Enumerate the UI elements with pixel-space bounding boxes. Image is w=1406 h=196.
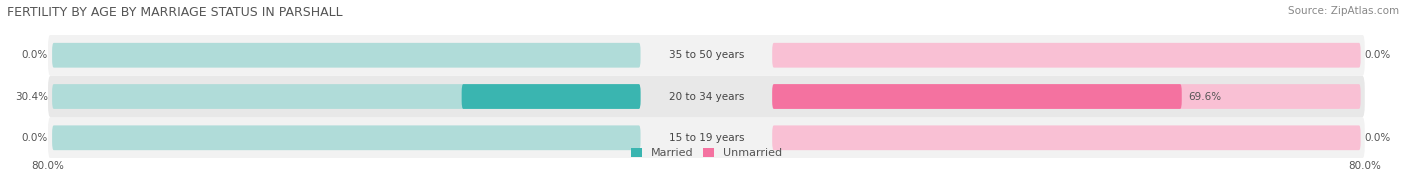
Text: FERTILITY BY AGE BY MARRIAGE STATUS IN PARSHALL: FERTILITY BY AGE BY MARRIAGE STATUS IN P… bbox=[7, 6, 343, 19]
FancyBboxPatch shape bbox=[52, 84, 641, 109]
Text: 0.0%: 0.0% bbox=[1365, 50, 1391, 60]
Text: Source: ZipAtlas.com: Source: ZipAtlas.com bbox=[1288, 6, 1399, 16]
FancyBboxPatch shape bbox=[52, 125, 641, 150]
Text: 0.0%: 0.0% bbox=[21, 50, 48, 60]
FancyBboxPatch shape bbox=[772, 43, 1361, 68]
FancyBboxPatch shape bbox=[52, 43, 641, 68]
FancyBboxPatch shape bbox=[772, 84, 1361, 109]
Text: 0.0%: 0.0% bbox=[1365, 133, 1391, 143]
Text: 69.6%: 69.6% bbox=[1188, 92, 1222, 102]
FancyBboxPatch shape bbox=[48, 35, 1365, 76]
Text: 35 to 50 years: 35 to 50 years bbox=[669, 50, 744, 60]
Text: 15 to 19 years: 15 to 19 years bbox=[669, 133, 744, 143]
FancyBboxPatch shape bbox=[772, 84, 1182, 109]
Text: 20 to 34 years: 20 to 34 years bbox=[669, 92, 744, 102]
FancyBboxPatch shape bbox=[48, 76, 1365, 117]
FancyBboxPatch shape bbox=[772, 125, 1361, 150]
FancyBboxPatch shape bbox=[461, 84, 641, 109]
Text: 30.4%: 30.4% bbox=[15, 92, 48, 102]
Text: 0.0%: 0.0% bbox=[21, 133, 48, 143]
Legend: Married, Unmarried: Married, Unmarried bbox=[627, 143, 786, 163]
FancyBboxPatch shape bbox=[48, 117, 1365, 158]
